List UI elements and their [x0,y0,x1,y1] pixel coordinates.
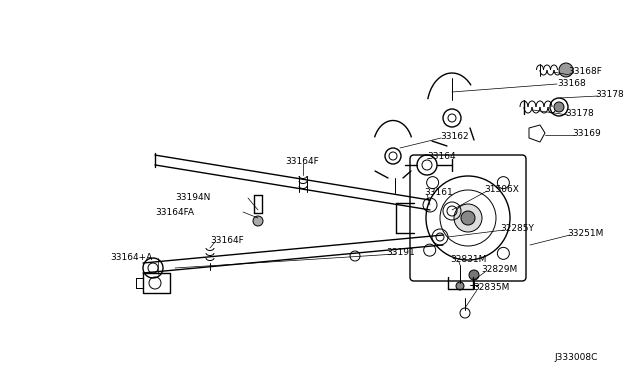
Text: 33164: 33164 [427,151,456,160]
Text: 33168F: 33168F [568,67,602,76]
Circle shape [454,204,482,232]
Text: 32829M: 32829M [481,266,517,275]
Text: 33162: 33162 [440,131,468,141]
Text: 32835M: 32835M [473,283,509,292]
Text: 32831M: 32831M [450,256,486,264]
Text: 32285Y: 32285Y [500,224,534,232]
Text: 33191: 33191 [386,247,415,257]
Circle shape [456,282,464,290]
Text: 33164+A: 33164+A [110,253,152,262]
Text: 33164FA: 33164FA [155,208,194,217]
Text: 33251M: 33251M [567,228,604,237]
Text: 33169: 33169 [572,128,601,138]
Circle shape [461,211,475,225]
Text: 33164F: 33164F [210,235,244,244]
Circle shape [253,216,263,226]
Text: 33164F: 33164F [285,157,319,166]
Circle shape [554,102,564,112]
Circle shape [559,63,573,77]
Text: 33161: 33161 [424,187,452,196]
Text: 33178: 33178 [595,90,624,99]
Circle shape [469,270,479,280]
Text: 31506X: 31506X [484,185,519,193]
Text: 33194N: 33194N [175,192,211,202]
Text: J333008C: J333008C [555,353,598,362]
Text: 33168: 33168 [557,78,586,87]
Text: 33178: 33178 [565,109,594,118]
